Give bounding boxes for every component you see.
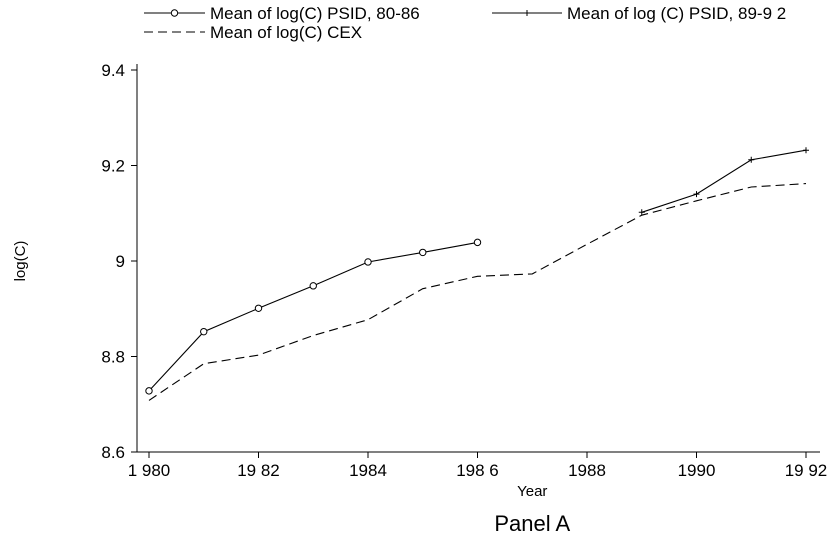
legend-label: Mean of log(C) PSID, 80-86 bbox=[210, 4, 420, 23]
y-tick-label: 9.4 bbox=[101, 61, 125, 80]
data-point-plus bbox=[524, 10, 530, 16]
y-tick-label: 8.6 bbox=[101, 443, 125, 462]
legend: Mean of log(C) PSID, 80-86 Mean of log (C… bbox=[144, 4, 786, 42]
x-tick-label: 1988 bbox=[568, 461, 606, 480]
panel-caption: Panel A bbox=[494, 511, 570, 536]
data-point-circle bbox=[254, 304, 263, 312]
y-tick-label: 9 bbox=[116, 252, 125, 271]
series-line bbox=[148, 183, 807, 401]
y-tick-label: 9.2 bbox=[101, 157, 125, 176]
x-tick-label: 19 82 bbox=[237, 461, 280, 480]
legend-label: Mean of log (C) PSID, 89-9 2 bbox=[567, 4, 786, 23]
legend-entry-1: Mean of log(C) PSID, 80-86 bbox=[144, 4, 420, 23]
x-tick-label: 1990 bbox=[678, 461, 716, 480]
series-line bbox=[148, 241, 478, 392]
legend-entry-2: Mean of log (C) PSID, 89-9 2 bbox=[492, 4, 786, 23]
series-line bbox=[641, 149, 807, 213]
x-tick-label: 1 980 bbox=[128, 461, 171, 480]
series-3 bbox=[148, 183, 807, 401]
data-point-circle bbox=[309, 282, 317, 290]
data-point-plus bbox=[803, 147, 809, 154]
x-axis-label: Year bbox=[517, 483, 547, 500]
series-2 bbox=[638, 147, 809, 216]
data-point-circle bbox=[473, 238, 482, 247]
data-point-plus bbox=[638, 209, 645, 216]
y-axis: 8.6 8.8 9 9.2 9.4 bbox=[101, 61, 138, 462]
data-point-circle bbox=[200, 327, 208, 336]
data-point-circle bbox=[170, 9, 179, 17]
x-axis: 1 980 19 82 1984 198 6 1988 1990 19 92 bbox=[128, 451, 828, 480]
x-tick-label: 19 92 bbox=[785, 461, 828, 480]
series-1 bbox=[145, 238, 482, 395]
legend-label: Mean of log(C) CEX bbox=[210, 23, 362, 42]
data-point-circle bbox=[419, 248, 427, 257]
data-point-circle bbox=[364, 258, 372, 266]
data-point-plus bbox=[748, 156, 755, 163]
y-axis-label: log(C) bbox=[12, 241, 29, 282]
legend-entry-3: Mean of log(C) CEX bbox=[144, 23, 362, 42]
plot-area bbox=[145, 147, 809, 401]
x-tick-label: 1984 bbox=[349, 461, 387, 480]
data-point-plus bbox=[693, 191, 700, 198]
x-tick-label: 198 6 bbox=[456, 461, 499, 480]
data-point-circle bbox=[145, 387, 153, 395]
y-tick-label: 8.8 bbox=[101, 348, 125, 367]
